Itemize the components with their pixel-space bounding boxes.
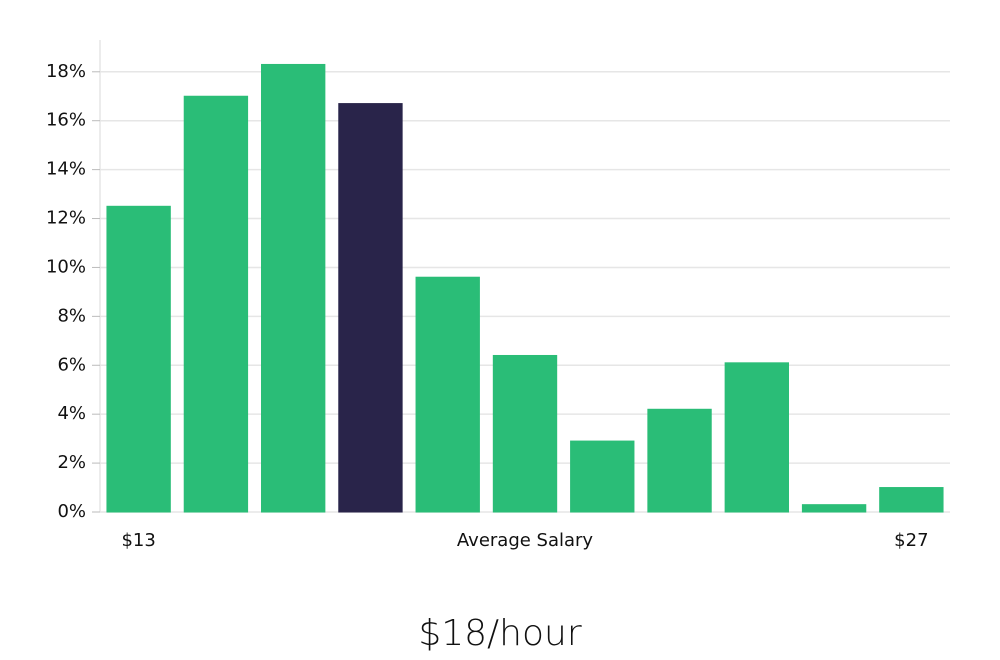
y-tick-label: 0%: [57, 501, 86, 522]
y-tick-label: 10%: [46, 256, 86, 277]
bar: [261, 63, 326, 513]
bar: [415, 276, 480, 513]
y-tick-label: 18%: [46, 61, 86, 82]
bar: [183, 95, 249, 513]
bar: [570, 440, 635, 513]
y-tick-label: 16%: [46, 110, 86, 131]
bar: [338, 103, 403, 513]
bar: [724, 362, 789, 513]
y-tick-label: 6%: [57, 354, 86, 375]
caption: $18/hour: [418, 613, 582, 654]
y-tick-label: 2%: [57, 452, 86, 473]
y-tick-label: 4%: [57, 403, 86, 424]
y-tick-label: 8%: [57, 305, 86, 326]
y-tick-label: 14%: [46, 159, 86, 180]
bar: [106, 205, 171, 513]
x-tick-label: $13: [121, 530, 155, 551]
y-tick-label: 12%: [46, 208, 86, 229]
x-tick-label: $27: [894, 530, 928, 551]
bar: [647, 408, 712, 513]
bar: [492, 354, 558, 513]
bar: [879, 487, 944, 513]
bar: [801, 504, 867, 513]
x-axis-label: Average Salary: [457, 530, 594, 551]
